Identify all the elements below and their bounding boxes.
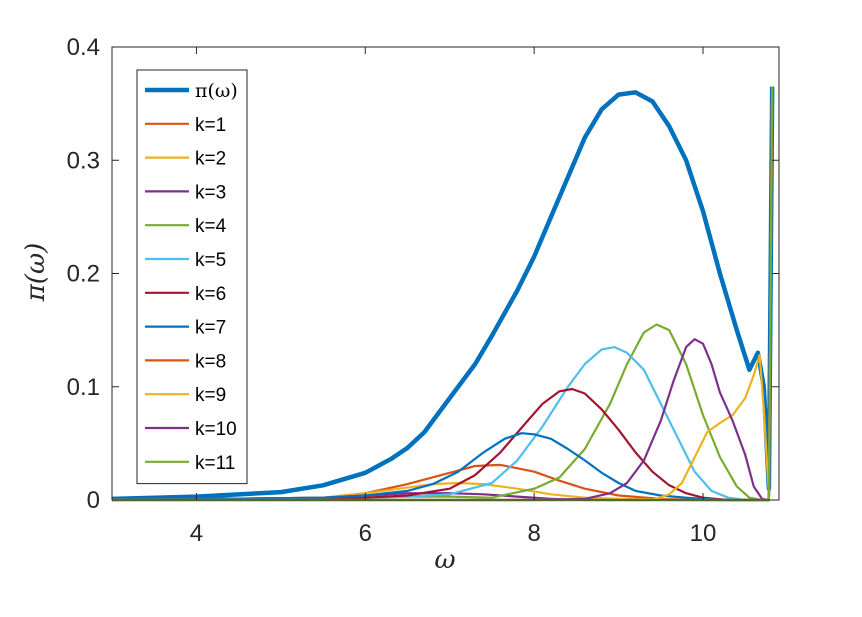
legend-box <box>136 69 248 485</box>
y-tick-label: 0.2 <box>67 261 100 288</box>
legend-label: k=9 <box>195 385 226 406</box>
legend-label: k=1 <box>195 115 226 136</box>
y-tick-label: 0 <box>87 487 100 514</box>
x-tick-label: 6 <box>359 520 372 547</box>
x-axis-label: ω <box>434 545 455 575</box>
series-line-pi <box>111 86 775 502</box>
series-line-k5 <box>111 86 774 502</box>
legend: π(ω) k=1 k=2 k=3 k=4 k=5 k=6 k=7 k=8 k=9 k=10 k=11 <box>136 69 248 485</box>
x-tick-label: 10 <box>690 520 717 547</box>
legend-label: k=2 <box>195 149 226 170</box>
legend-label: k=7 <box>195 318 226 339</box>
legend-label: k=10 <box>195 419 237 440</box>
y-tick-label: 0.4 <box>67 34 100 61</box>
series-line-k4 <box>111 86 774 502</box>
legend-label: k=5 <box>195 250 226 271</box>
series-line-k10 <box>112 86 774 502</box>
y-axis-label: π(ω) <box>21 243 51 303</box>
y-tick-label: 0.3 <box>67 147 100 174</box>
x-tick-label: 8 <box>527 520 540 547</box>
legend-label: k=6 <box>195 284 226 305</box>
ticks-layer: 4 6 8 10 0 0.1 0.2 0.3 0.4 <box>67 34 779 547</box>
legend-label: k=8 <box>195 351 226 372</box>
legend-label: k=11 <box>195 453 235 474</box>
legend-label: k=3 <box>195 182 226 203</box>
y-tick-label: 0.1 <box>67 374 100 401</box>
legend-label: k=4 <box>195 216 227 237</box>
x-tick-label: 4 <box>190 520 203 547</box>
legend-label: π(ω) <box>195 80 238 102</box>
